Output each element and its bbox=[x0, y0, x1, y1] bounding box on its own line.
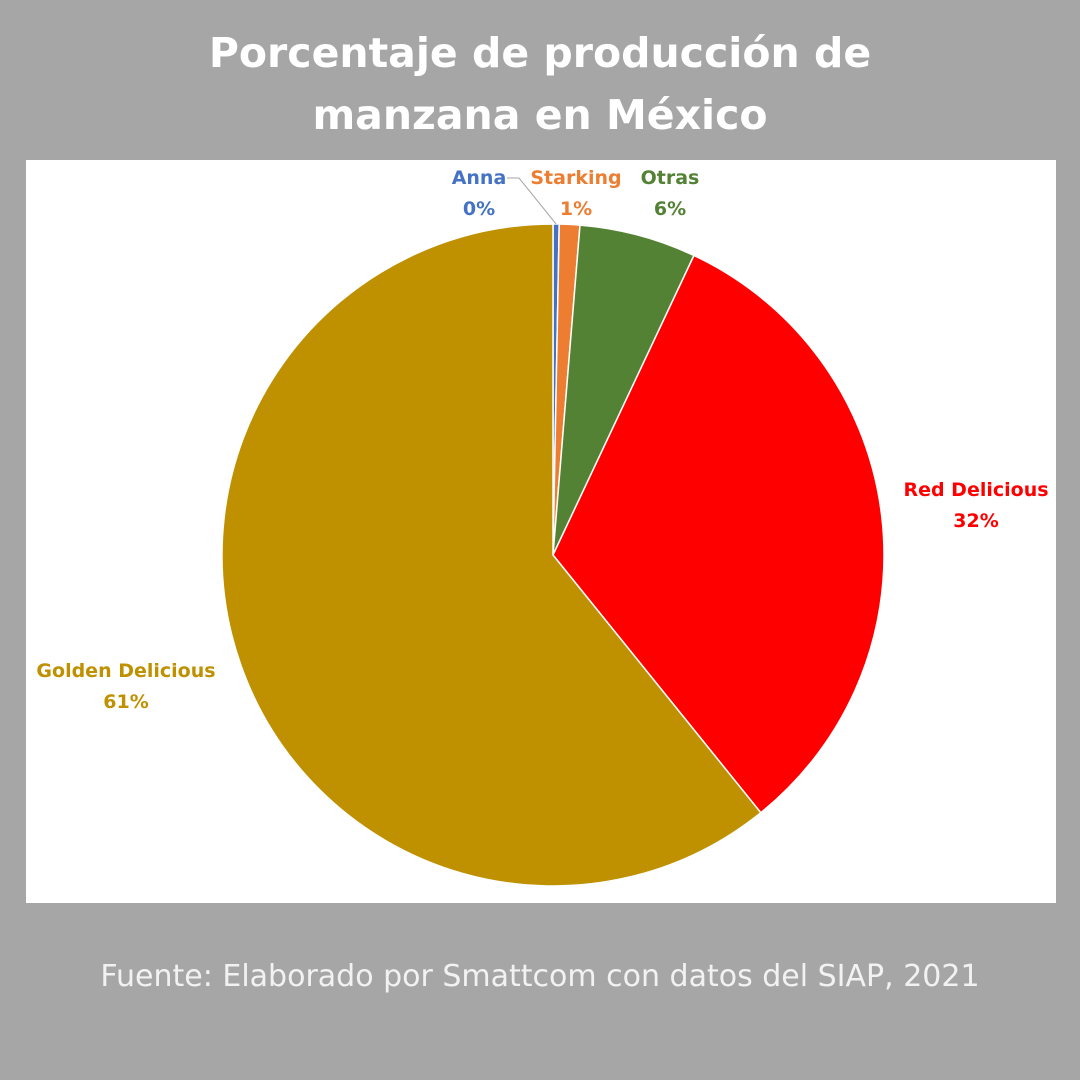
chart-panel: Anna 0% Starking 1% Otras 6% Red Delicious 32% G… bbox=[26, 160, 1056, 903]
slice-label-name-otras: Otras bbox=[641, 167, 700, 189]
pie-chart: Anna 0% Starking 1% Otras 6% Red Delicious 32% G… bbox=[36, 167, 1049, 887]
slice-label-name-starking: Starking bbox=[530, 167, 621, 189]
slice-label-percent-anna: 0% bbox=[463, 198, 495, 220]
chart-title-line-1: Porcentaje de producción de bbox=[208, 29, 872, 77]
slice-label-percent-red-delicious: 32% bbox=[953, 510, 998, 532]
slice-label-starking: Starking 1% bbox=[530, 167, 621, 220]
slice-label-otras: Otras 6% bbox=[641, 167, 700, 220]
slice-label-golden-delicious: Golden Delicious 61% bbox=[36, 660, 215, 713]
pie-labels: Anna 0% Starking 1% Otras 6% Red Delicious 32% G… bbox=[36, 167, 1048, 713]
slice-label-anna: Anna 0% bbox=[452, 167, 507, 220]
pie-leader-lines bbox=[507, 177, 557, 225]
slice-label-red-delicious: Red Delicious 32% bbox=[903, 479, 1048, 532]
slice-label-percent-starking: 1% bbox=[560, 198, 592, 220]
slice-label-percent-golden-delicious: 61% bbox=[103, 691, 148, 713]
chart-title: Porcentaje de producción de manzana en M… bbox=[0, 22, 1080, 146]
pie-slice-golden-delicious bbox=[221, 223, 762, 887]
source-note: Fuente: Elaborado por Smattcom con datos… bbox=[100, 959, 980, 994]
slice-label-name-red-delicious: Red Delicious bbox=[903, 479, 1048, 501]
pie-slice-red-delicious bbox=[552, 254, 885, 814]
slice-label-percent-otras: 6% bbox=[654, 198, 686, 220]
slice-label-name-golden-delicious: Golden Delicious bbox=[36, 660, 215, 682]
pie-slices bbox=[221, 223, 885, 887]
slice-label-name-anna: Anna bbox=[452, 167, 507, 189]
chart-title-line-2: manzana en México bbox=[312, 91, 768, 139]
leader-line-anna bbox=[507, 177, 557, 225]
